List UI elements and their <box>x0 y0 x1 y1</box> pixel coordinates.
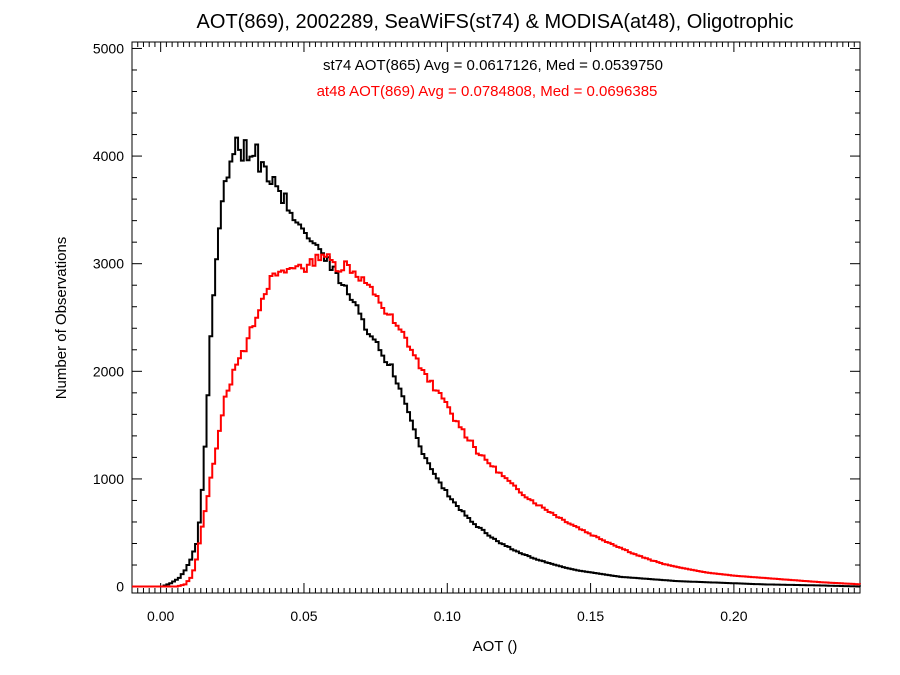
x-axis-label: AOT () <box>473 638 518 655</box>
y-tick-label: 0 <box>116 579 124 595</box>
annotation-st74: st74 AOT(865) Avg = 0.0617126, Med = 0.0… <box>323 57 663 74</box>
plot-frame <box>131 41 861 594</box>
series-st74-line <box>132 136 861 588</box>
annotation-at48: at48 AOT(869) Avg = 0.0784808, Med = 0.0… <box>317 83 658 100</box>
y-tick-label: 3000 <box>93 256 124 272</box>
y-axis-label: Number of Observations <box>53 237 70 400</box>
x-tick-label: 0.10 <box>434 608 461 624</box>
series-at48-line <box>132 253 861 588</box>
tick-labels: 0.00 0.05 0.10 0.15 0.20 0 1000 2000 3000 4000 500… <box>93 40 748 624</box>
y-tick-label: 5000 <box>93 40 124 56</box>
x-tick-label: 0.15 <box>577 608 604 624</box>
y-tick-label: 2000 <box>93 363 124 379</box>
chart-title: AOT(869), 2002289, SeaWiFS(st74) & MODIS… <box>197 11 794 33</box>
series-layer <box>132 136 861 588</box>
y-tick-label: 1000 <box>93 471 124 487</box>
y-tick-label: 4000 <box>93 148 124 164</box>
x-tick-label: 0.05 <box>290 608 317 624</box>
x-tick-label: 0.00 <box>147 608 174 624</box>
x-tick-label: 0.20 <box>720 608 747 624</box>
axis-ticks <box>131 42 861 593</box>
